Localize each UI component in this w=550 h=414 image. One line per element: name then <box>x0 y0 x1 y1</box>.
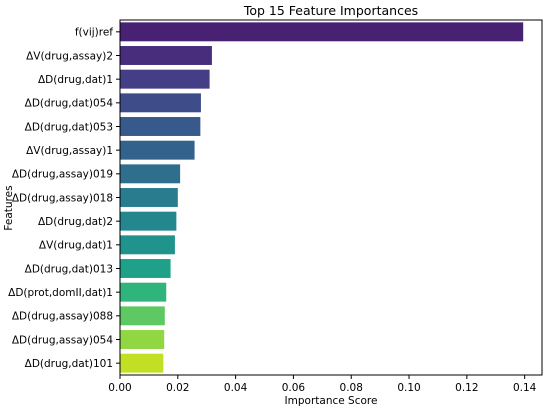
y-tick-label: ΔD(drug,dat)1 <box>38 74 113 86</box>
bar <box>120 22 524 42</box>
y-tick-label: ΔD(drug,assay)054 <box>12 334 113 346</box>
x-tick-label: 0.12 <box>455 382 478 394</box>
bar <box>120 211 177 231</box>
bar <box>120 306 165 326</box>
bar <box>120 164 181 184</box>
bar <box>120 235 175 255</box>
x-axis-ticks: 0.00 0.02 0.04 0.06 0.08 0.10 0.12 0.14 <box>108 375 537 394</box>
bar <box>120 117 201 136</box>
y-tick-label: f(vij)ref <box>75 27 113 39</box>
y-tick-label: ΔD(drug,assay)088 <box>12 311 113 323</box>
chart-title: Top 15 Feature Importances <box>243 3 418 18</box>
x-tick-label: 0.10 <box>397 382 420 394</box>
bar <box>120 353 164 373</box>
y-tick-label: ΔD(drug,dat)101 <box>25 358 113 370</box>
y-tick-label: ΔV(drug,dat)1 <box>39 240 113 252</box>
bar <box>120 93 201 113</box>
y-tick-label: ΔD(drug,dat)2 <box>38 216 113 228</box>
x-tick-label: 0.02 <box>166 382 189 394</box>
bars-group <box>120 22 524 373</box>
x-axis-label: Importance Score <box>285 395 378 407</box>
x-tick-label: 0.00 <box>108 382 131 394</box>
bar <box>120 69 210 89</box>
y-axis-ticks: f(vij)ref ΔV(drug,assay)2 ΔD(drug,dat)1 ΔD(… <box>8 27 120 370</box>
bar <box>120 46 212 65</box>
bar <box>120 282 167 302</box>
y-tick-label: ΔD(drug,dat)054 <box>25 98 114 110</box>
bar <box>120 259 171 278</box>
y-tick-label: ΔV(drug,assay)1 <box>26 145 113 157</box>
x-tick-label: 0.06 <box>282 382 306 394</box>
bar <box>120 140 195 160</box>
y-axis-label: Features <box>3 185 15 230</box>
y-tick-label: ΔD(prot,domII,dat)1 <box>8 287 113 299</box>
y-tick-label: ΔV(drug,assay)2 <box>26 50 113 62</box>
y-tick-label: ΔD(drug,dat)053 <box>25 121 113 133</box>
y-tick-label: ΔD(drug,assay)018 <box>12 192 113 204</box>
plot-frame <box>119 19 543 376</box>
x-tick-label: 0.04 <box>224 382 248 394</box>
bar <box>120 330 165 349</box>
x-tick-label: 0.14 <box>513 382 537 394</box>
y-tick-label: ΔD(drug,dat)013 <box>25 263 113 275</box>
y-tick-label: ΔD(drug,assay)019 <box>12 169 113 181</box>
bar <box>120 188 178 207</box>
x-tick-label: 0.08 <box>340 382 363 394</box>
